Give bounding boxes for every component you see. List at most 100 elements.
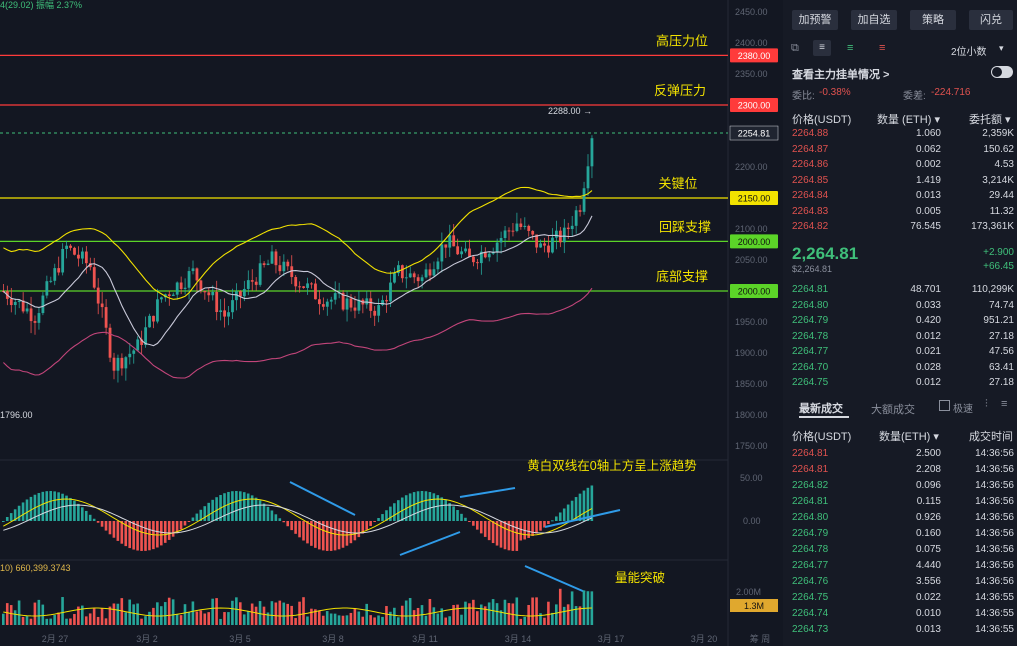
filter-icon[interactable]: ⫶ (985, 398, 988, 410)
last-price-usd: $2,264.81 (792, 264, 833, 274)
volume-bar (203, 613, 207, 625)
volume-bar (329, 613, 333, 625)
trade-cell: 14:36:56 (975, 480, 1014, 491)
volume-bar (65, 618, 68, 625)
macd-bar (369, 521, 372, 526)
candle-body (152, 315, 155, 322)
volume-bar (88, 613, 92, 625)
trade-cell: 14:36:56 (975, 448, 1014, 459)
strategy-button[interactable]: 策略 (910, 10, 956, 30)
trade-row: 2264.78 0.075 14:36:56 (783, 542, 1017, 557)
candle-body (136, 339, 140, 351)
macd-bar (499, 521, 503, 548)
macd-bar (318, 521, 321, 550)
lower-band-line (3, 287, 593, 379)
volume-bar (167, 597, 171, 625)
volume-bar (33, 602, 37, 625)
asks-row[interactable]: 2264.86 0.002 4.53 (783, 157, 1017, 172)
volume-bar (460, 614, 463, 625)
asks-row[interactable]: 2264.85 1.419 3,214K (783, 173, 1017, 188)
bids-row[interactable]: 2264.78 0.012 27.18 (783, 329, 1017, 344)
bids-row[interactable]: 2264.79 0.420 951.21 (783, 313, 1017, 328)
candle-body (187, 271, 191, 288)
macd-bar (487, 521, 491, 541)
asks-cell: 150.62 (983, 143, 1014, 155)
macd-bar (199, 509, 203, 521)
bids-row[interactable]: 2264.70 0.028 63.41 (783, 360, 1017, 375)
trades-col-amount[interactable]: 数量(ETH) ▾ (879, 431, 939, 443)
volume-bar (17, 600, 21, 625)
level-price-label: 2380.00 (738, 51, 771, 61)
bids-row[interactable]: 2264.80 0.033 74.74 (783, 298, 1017, 313)
main-orders-link[interactable]: 查看主力挂单情况 > (792, 69, 890, 81)
asks-row[interactable]: 2264.88 1.060 2,359K (783, 126, 1017, 141)
trade-cell: 2264.81 (792, 496, 829, 507)
y-tick-label: 1950.00 (735, 317, 768, 327)
volume-bar (519, 618, 523, 625)
candle-body (156, 299, 159, 322)
macd-bar (108, 521, 112, 535)
bids-cell: 2264.70 (792, 361, 829, 373)
col-amount[interactable]: 数量 (ETH) ▾ (877, 114, 940, 126)
add-alert-button[interactable]: 加预警 (792, 10, 838, 30)
volume-bar (258, 601, 262, 625)
macd-bar (456, 510, 459, 521)
asks-only-icon[interactable]: ≡ (879, 42, 886, 54)
candle-body (373, 310, 377, 316)
trades-col-price: 价格(USDT) (792, 431, 852, 443)
fast-checkbox[interactable] (939, 400, 950, 411)
candle-body (412, 273, 416, 278)
trade-cell: 2264.73 (792, 624, 829, 635)
candle-body (278, 265, 282, 272)
bids-row[interactable]: 2264.75 0.012 27.18 (783, 375, 1017, 390)
asks-row[interactable]: 2264.82 76.545 173,361K (783, 219, 1017, 234)
col-total[interactable]: 委托额 ▾ (969, 114, 1011, 126)
candle-body (37, 313, 41, 323)
volume-bar (73, 614, 76, 625)
candle-body (468, 248, 471, 257)
candle-body (582, 188, 586, 212)
macd-bar (156, 521, 159, 548)
volume-bar (357, 611, 361, 625)
depth-select[interactable]: 2位小数 (951, 47, 987, 58)
bids-cell: 63.41 (988, 361, 1014, 373)
candle-body (543, 243, 546, 246)
main-orders-toggle[interactable] (991, 66, 1013, 78)
flash-swap-button[interactable]: 闪兑 (969, 10, 1013, 30)
volume-bar (144, 616, 147, 625)
settings-icon[interactable]: ≡ (1001, 398, 1008, 410)
asks-row[interactable]: 2264.83 0.005 11.32 (783, 204, 1017, 219)
candle-body (507, 230, 511, 232)
bids-row[interactable]: 2264.77 0.021 47.56 (783, 344, 1017, 359)
asks-row[interactable]: 2264.87 0.062 150.62 (783, 142, 1017, 157)
candle-body (440, 244, 444, 262)
asks-row[interactable]: 2264.84 0.013 29.44 (783, 188, 1017, 203)
macd-bar (211, 499, 214, 521)
trade-cell: 2264.80 (792, 512, 829, 523)
volume-bar (578, 606, 582, 625)
macd-bar (25, 499, 29, 521)
bids-row[interactable]: 2264.81 48.701 110,299K (783, 282, 1017, 297)
candle-body (104, 307, 108, 328)
bids-only-icon[interactable]: ≡ (847, 42, 854, 54)
level-price-label: 2000.00 (738, 237, 771, 247)
macd-bar (420, 491, 424, 521)
volume-bar (306, 616, 309, 625)
chevron-down-icon[interactable]: ▾ (999, 43, 1004, 53)
bids-cell: 2264.81 (792, 284, 829, 295)
wei-cha-label: 委差: (903, 91, 926, 102)
volume-bar (96, 616, 100, 625)
candle-body (282, 261, 286, 272)
candle-body (523, 225, 527, 227)
volume-bar (104, 618, 108, 625)
asks-cell: 2264.88 (792, 128, 829, 139)
both-sides-icon[interactable]: ≡ (813, 40, 831, 56)
candle-body (183, 287, 187, 289)
tab-latest-trades[interactable]: 最新成交 (799, 403, 843, 415)
tab-big-trades[interactable]: 大额成交 (871, 404, 915, 416)
volume-bar (515, 597, 519, 625)
copy-icon[interactable]: ⧉ (791, 42, 799, 54)
macd-bar (258, 500, 262, 521)
add-favorite-button[interactable]: 加自选 (851, 10, 897, 30)
candle-body (65, 245, 68, 249)
